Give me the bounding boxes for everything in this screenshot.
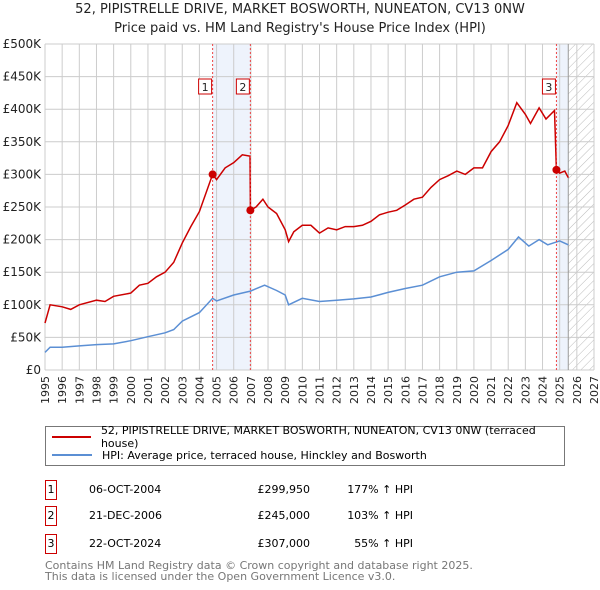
legend-swatch-blue xyxy=(52,454,92,456)
sale-marker-box: 2 xyxy=(45,506,57,526)
x-tick-label: 2001 xyxy=(142,376,155,404)
x-tick-label: 2024 xyxy=(537,376,550,404)
sale-hpi: 55% ↑ HPI xyxy=(354,537,413,550)
x-tick-label: 2016 xyxy=(399,376,412,404)
footer-copyright: Contains HM Land Registry data © Crown c… xyxy=(45,559,473,572)
sale-hpi: 177% ↑ HPI xyxy=(347,483,413,496)
x-tick-label: 2008 xyxy=(262,376,275,404)
legend-swatch-red xyxy=(52,436,91,438)
hpi-line xyxy=(44,235,569,353)
y-tick-label: £400K xyxy=(3,102,43,116)
legend-item-property: 52, PIPISTRELLE DRIVE, MARKET BOSWORTH, … xyxy=(52,424,564,450)
y-tick-label: £50K xyxy=(10,330,42,344)
sale-date: 22-OCT-2024 xyxy=(89,537,162,550)
y-tick-label: £100K xyxy=(3,298,43,312)
y-tick-label: £450K xyxy=(3,70,43,84)
sale-label-box xyxy=(541,78,556,95)
x-tick-label: 1997 xyxy=(73,376,86,404)
sale-label-box xyxy=(235,78,250,95)
x-tick-label: 2017 xyxy=(416,376,429,404)
x-tick-label: 1996 xyxy=(56,376,69,404)
sale-label-box xyxy=(198,78,213,95)
y-tick-label: £150K xyxy=(3,265,43,279)
x-tick-label: 2004 xyxy=(193,376,206,404)
sale-label: 2 xyxy=(239,81,246,94)
sale-marker-box: 1 xyxy=(45,480,57,500)
x-tick-label: 2005 xyxy=(211,376,224,404)
x-tick-label: 2009 xyxy=(279,376,292,404)
x-tick-label: 2018 xyxy=(434,376,447,404)
x-tick-label: 2014 xyxy=(365,376,378,404)
x-tick-label: 2011 xyxy=(314,376,327,404)
x-tick-label: 2015 xyxy=(382,376,395,404)
table-row: 1 06-OCT-2004 £299,950 177% ↑ HPI xyxy=(45,480,565,502)
x-tick-label: 1999 xyxy=(108,376,121,404)
y-tick-label: £250K xyxy=(3,200,43,214)
sale-point xyxy=(552,165,561,174)
legend-item-hpi: HPI: Average price, terraced house, Hinc… xyxy=(52,447,427,463)
x-tick-label: 2013 xyxy=(348,376,361,404)
x-tick-label: 1995 xyxy=(39,376,52,404)
x-tick-label: 2025 xyxy=(554,376,567,404)
legend: 52, PIPISTRELLE DRIVE, MARKET BOSWORTH, … xyxy=(45,424,565,466)
price-chart: 1 2 3 1995 1996 1997 1998 1999 2000 2001 2002 2003… xyxy=(3,37,600,404)
sale-hpi: 103% ↑ HPI xyxy=(347,509,413,522)
y-tick-label: £500K xyxy=(3,37,43,51)
x-tick-label: 2019 xyxy=(451,376,464,404)
footer-licence: This data is licensed under the Open Gov… xyxy=(45,570,396,583)
x-tick-label: 1998 xyxy=(90,376,103,404)
sale-price: £307,000 xyxy=(257,537,311,550)
y-tick-label: £350K xyxy=(3,135,43,149)
x-tick-label: 2020 xyxy=(468,376,481,404)
x-tick-label: 2012 xyxy=(331,376,344,404)
legend-label: 52, PIPISTRELLE DRIVE, MARKET BOSWORTH, … xyxy=(100,424,536,450)
y-tick-label: £200K xyxy=(3,233,43,247)
sale-marker-box: 3 xyxy=(45,534,57,554)
legend-label: HPI: Average price, terraced house, Hinc… xyxy=(102,448,427,462)
sale-point xyxy=(246,206,255,215)
y-tick-label: £300K xyxy=(3,167,43,181)
x-tick-label: 2007 xyxy=(245,376,258,404)
sale-label: 1 xyxy=(202,81,209,94)
x-tick-label: 2002 xyxy=(159,376,172,404)
chart-title: 52, PIPISTRELLE DRIVE, MARKET BOSWORTH, … xyxy=(75,2,525,17)
x-tick-label: 2022 xyxy=(502,376,515,404)
y-tick-label: £0 xyxy=(26,363,41,377)
property-price-line xyxy=(44,101,569,324)
sale-date: 21-DEC-2006 xyxy=(89,509,163,522)
x-tick-label: 2010 xyxy=(296,376,309,404)
sale-price: £245,000 xyxy=(257,509,311,522)
sale-label: 3 xyxy=(545,81,552,94)
x-tick-label: 2026 xyxy=(571,376,584,404)
x-tick-label: 2006 xyxy=(228,376,241,404)
sale-date: 06-OCT-2004 xyxy=(89,483,162,496)
sale-price: £299,950 xyxy=(257,483,311,496)
x-tick-label: 2027 xyxy=(588,376,600,404)
x-tick-label: 2003 xyxy=(176,376,189,404)
x-tick-label: 2000 xyxy=(125,376,138,404)
chart-subtitle: Price paid vs. HM Land Registry's House … xyxy=(114,21,486,36)
table-row: 3 22-OCT-2024 £307,000 55% ↑ HPI xyxy=(45,534,565,556)
sale-point xyxy=(208,170,217,179)
x-tick-label: 2023 xyxy=(519,376,532,404)
table-row: 2 21-DEC-2006 £245,000 103% ↑ HPI xyxy=(45,506,565,528)
x-tick-label: 2021 xyxy=(485,376,498,404)
